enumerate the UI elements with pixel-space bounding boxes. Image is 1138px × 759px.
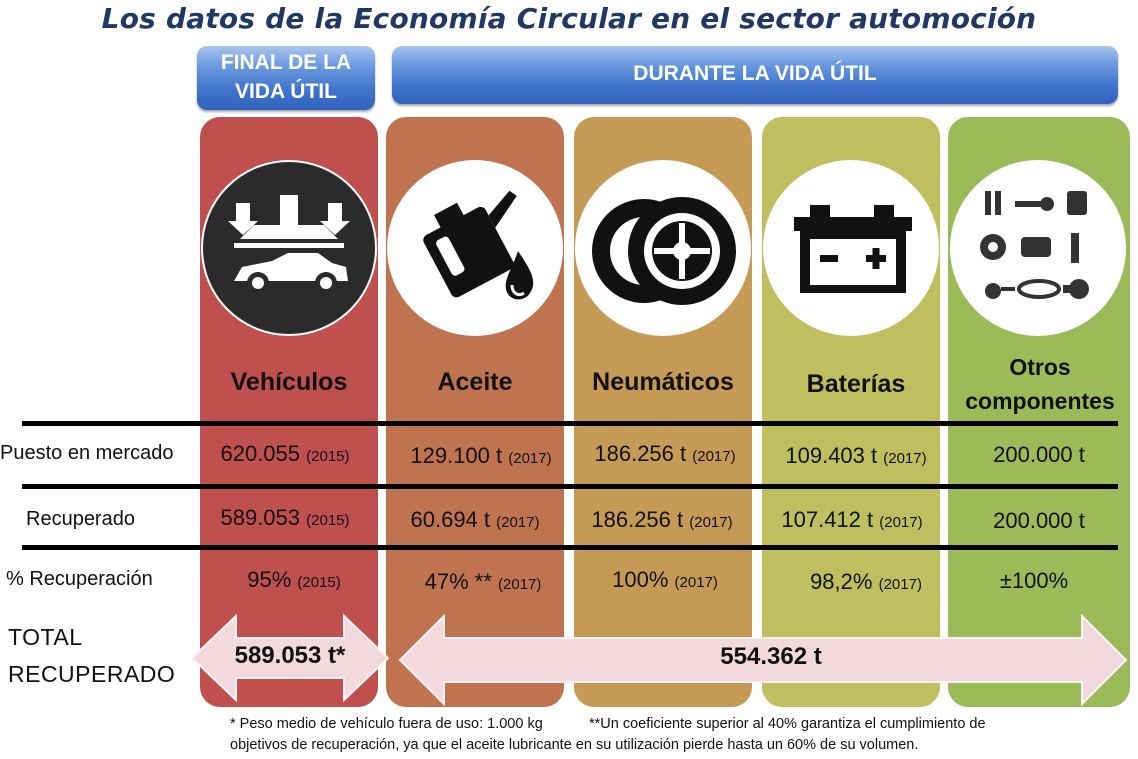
column-name-baterias: Baterías [806,370,906,398]
table-cell: 200.000 t [948,442,1130,468]
cell-value: 100% [612,567,669,592]
footnote-oil-coefficient-line1: **Un coeficiente superior al 40% garanti… [589,716,986,732]
table-cell: 186.256 t (2017) [574,507,750,533]
cell-value: ±100% [999,568,1069,593]
cell-year: (2017) [496,514,540,531]
table-cell: 200.000 t [948,508,1130,534]
cell-year: (2015) [297,574,341,591]
during-life-banner: DURANTE LA VIDA ÚTIL [392,46,1118,104]
end-of-life-banner-line1: FINAL DE LA [220,51,352,74]
row-label-recovery-pct: % Recuperación [6,568,153,590]
table-cell: 107.412 t (2017) [762,507,942,533]
cell-value: 95% [247,567,292,592]
car-parts-icon [950,160,1126,336]
row-label-recovered: Recuperado [26,508,135,530]
end-of-life-banner: FINAL DE LA VIDA ÚTIL [197,46,375,110]
tires-icon [575,160,751,336]
cell-value: 98,2% [810,569,873,594]
total-label-line2: RECUPERADO [8,661,176,687]
row-label-market: Puesto en mercado [0,442,174,464]
table-rule-bottom [22,545,1118,550]
cell-value: 620.055 [220,441,301,466]
cell-year: (2017) [498,576,542,593]
table-cell: 129.100 t (2017) [388,443,574,469]
oil-can-icon [387,160,563,336]
column-name-otros: Otros componentes [965,354,1115,414]
cell-year: (2017) [674,574,718,591]
end-of-life-banner-line2: VIDA ÚTIL [235,80,337,103]
end-of-life-total-value: 589.053 t* [234,642,346,669]
cell-value: 109.403 t [785,443,878,468]
table-cell: 589.053 (2015) [200,505,370,531]
cell-year: (2017) [883,450,927,467]
during-life-total-value: 554.362 t [720,643,822,670]
column-name-vehiculos: Vehículos [230,368,348,396]
table-cell: 95% (2015) [210,567,378,593]
cell-value: 60.694 t [410,507,491,532]
table-cell: 98,2% (2017) [776,569,956,595]
cell-year: (2015) [306,448,350,465]
during-life-total-arrow [398,613,1128,707]
table-cell: 620.055 (2015) [200,441,370,467]
page-title: Los datos de la Economía Circular en el … [101,2,1037,35]
battery-icon [763,160,939,336]
footnote-vehicle-weight: * Peso medio de vehículo fuera de uso: 1… [230,716,543,732]
table-cell: 100% (2017) [574,567,756,593]
footnote-oil-coefficient-line2: objetivos de recuperación, ya que el ace… [230,737,919,753]
cell-year: (2017) [879,514,923,531]
car-press-icon [201,160,377,336]
table-cell: 186.256 t (2017) [574,441,756,467]
cell-value: 129.100 t [410,443,503,468]
cell-value: 107.412 t [781,507,874,532]
cell-value: 200.000 t [993,442,1085,467]
cell-year: (2017) [689,514,733,531]
table-cell: 109.403 t (2017) [764,443,948,469]
cell-value: 47% ** [424,569,492,594]
cell-value: 200.000 t [993,508,1085,533]
end-of-life-total-arrow [190,613,390,703]
during-life-banner-label: DURANTE LA VIDA ÚTIL [633,62,877,85]
total-label-line1: TOTAL [8,624,83,650]
cell-year: (2015) [306,512,350,529]
table-rule-top [22,421,1118,426]
cell-value: 589.053 [220,505,301,530]
cell-value: 186.256 t [594,441,687,466]
total-label: TOTAL RECUPERADO [8,619,175,693]
cell-year: (2017) [878,576,922,593]
table-cell: 47% ** (2017) [392,569,574,595]
table-cell: 60.694 t (2017) [386,507,564,533]
table-rule-middle [22,484,1118,489]
column-name-neumaticos: Neumáticos [592,368,734,396]
table-cell: ±100% [948,568,1120,594]
column-name-aceite: Aceite [437,368,513,396]
cell-year: (2017) [692,448,736,465]
cell-value: 186.256 t [591,507,684,532]
cell-year: (2017) [508,450,552,467]
